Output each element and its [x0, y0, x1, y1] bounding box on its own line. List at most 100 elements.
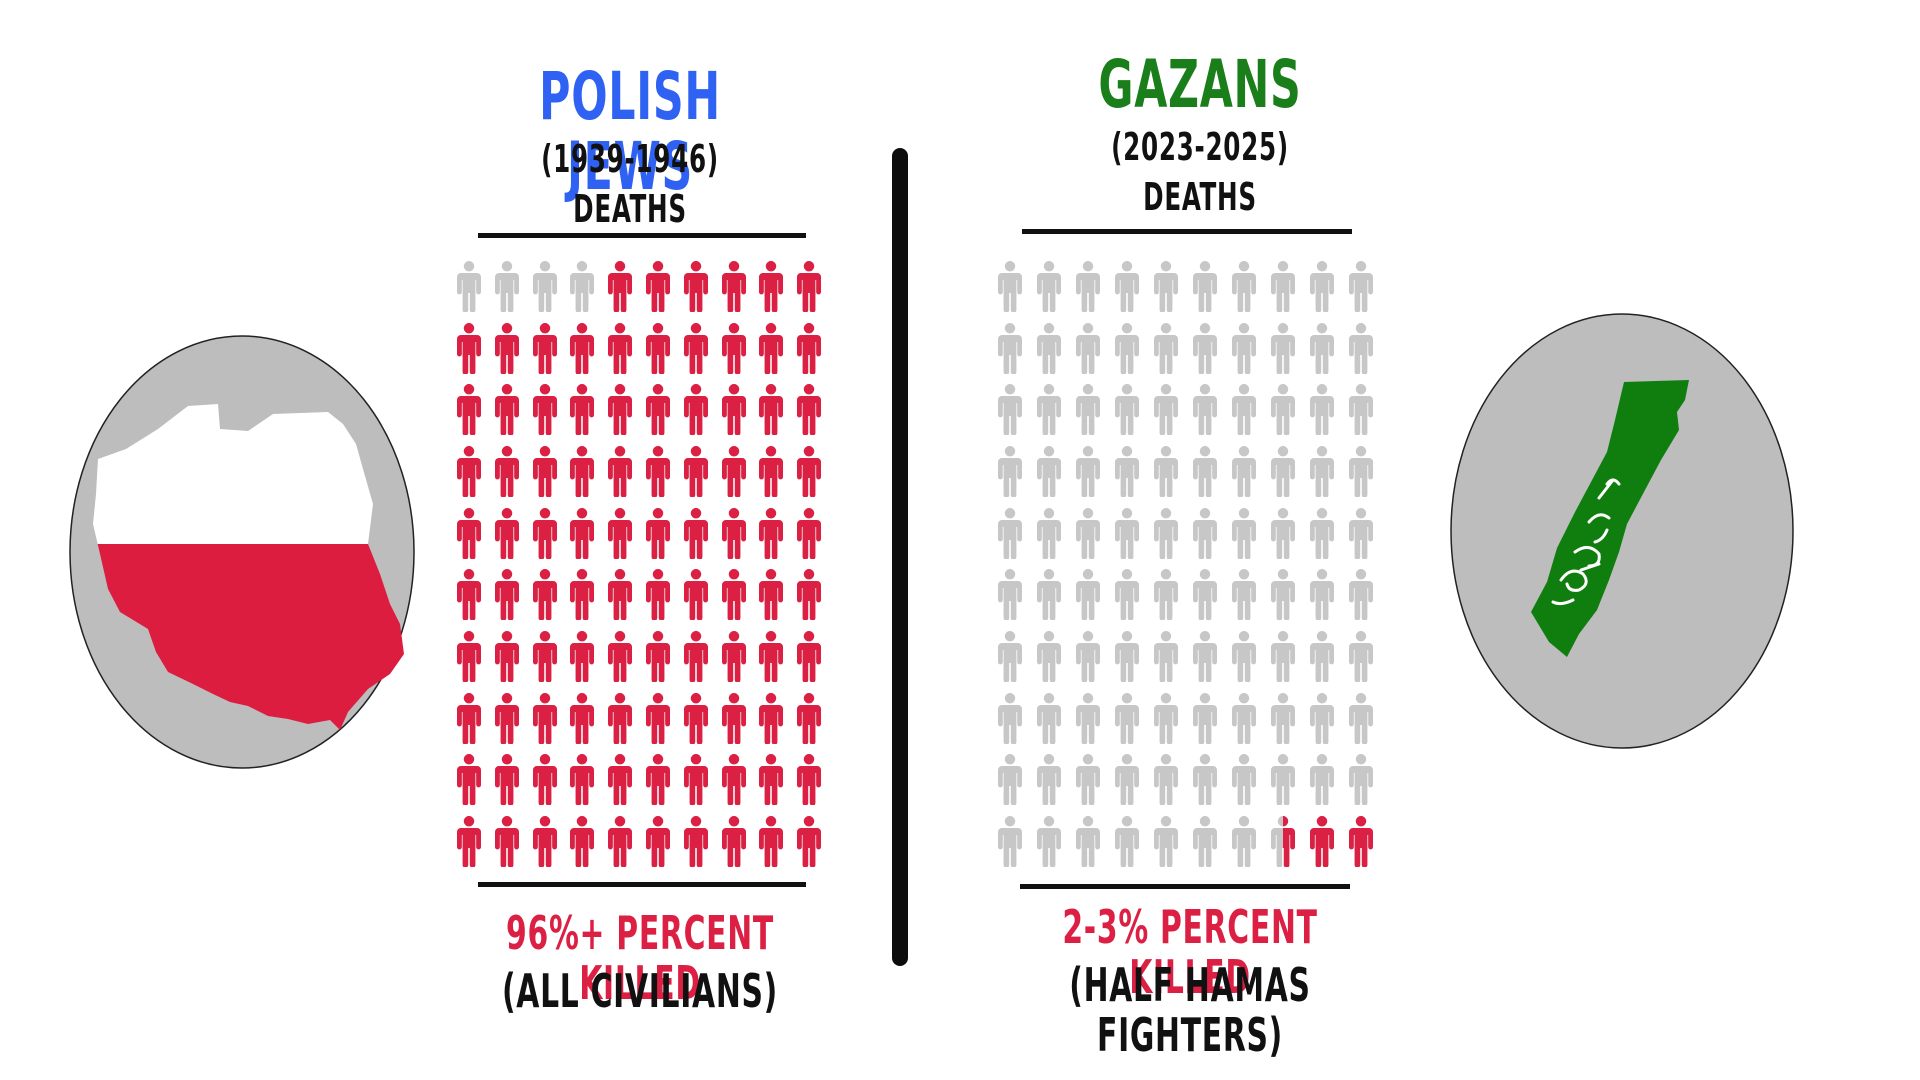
right-person-icon	[1308, 383, 1336, 439]
right-person-icon	[1152, 383, 1180, 439]
right-person-icon	[1113, 753, 1141, 809]
right-person-icon	[1074, 445, 1102, 501]
left-person-icon	[795, 322, 823, 378]
right-person-icon	[1191, 630, 1219, 686]
left-person-icon	[568, 815, 596, 871]
right-person-icon	[1230, 692, 1258, 748]
left-person-icon	[531, 630, 559, 686]
right-person-icon	[1074, 260, 1102, 316]
right-person-icon	[1230, 507, 1258, 563]
right-person-icon	[1152, 630, 1180, 686]
right-person-icon	[1035, 630, 1063, 686]
left-person-icon	[531, 753, 559, 809]
right-person-icon	[1152, 260, 1180, 316]
right-person-icon	[1308, 630, 1336, 686]
left-person-icon	[757, 322, 785, 378]
left-person-icon	[757, 815, 785, 871]
right-person-icon	[1113, 630, 1141, 686]
right-person-icon	[996, 753, 1024, 809]
right-caption-sub: (HALF HAMAS FIGHTERS)	[1069, 958, 1311, 1062]
right-person-icon	[1230, 445, 1258, 501]
left-person-icon	[531, 383, 559, 439]
left-bottom-rule	[478, 882, 806, 887]
right-years: (2023-2025)	[1111, 125, 1289, 169]
right-person-icon	[1308, 507, 1336, 563]
left-person-icon	[795, 815, 823, 871]
left-person-icon	[795, 568, 823, 624]
right-person-icon	[1074, 630, 1102, 686]
left-person-icon	[455, 568, 483, 624]
right-person-icon	[1269, 445, 1297, 501]
left-person-icon	[606, 692, 634, 748]
left-caption-sub: (ALL CIVILIANS)	[501, 964, 779, 1018]
right-person-icon	[1308, 260, 1336, 316]
left-person-icon	[682, 753, 710, 809]
right-person-icon	[1035, 753, 1063, 809]
right-person-icon	[1347, 753, 1375, 809]
right-person-icon	[1347, 507, 1375, 563]
right-person-icon	[1074, 692, 1102, 748]
left-person-icon	[757, 445, 785, 501]
right-person-icon	[1308, 753, 1336, 809]
left-person-icon	[720, 692, 748, 748]
right-person-icon	[1230, 568, 1258, 624]
left-person-icon	[568, 692, 596, 748]
left-person-icon	[795, 753, 823, 809]
right-person-icon	[1113, 260, 1141, 316]
poland-flag-map-icon	[68, 334, 416, 770]
right-person-icon	[1191, 568, 1219, 624]
left-person-icon	[644, 322, 672, 378]
left-person-icon	[682, 815, 710, 871]
right-person-icon	[1230, 630, 1258, 686]
left-person-icon	[531, 815, 559, 871]
left-person-icon	[606, 630, 634, 686]
right-person-icon	[996, 568, 1024, 624]
left-person-icon	[455, 383, 483, 439]
right-person-icon	[1035, 692, 1063, 748]
right-person-icon	[996, 383, 1024, 439]
right-person-icon	[1347, 260, 1375, 316]
left-person-icon	[531, 692, 559, 748]
right-person-icon	[1308, 815, 1336, 871]
right-person-icon	[1347, 630, 1375, 686]
left-person-icon	[795, 383, 823, 439]
left-person-icon	[757, 260, 785, 316]
left-person-icon	[682, 322, 710, 378]
left-person-icon	[531, 445, 559, 501]
left-person-icon	[455, 445, 483, 501]
right-person-icon	[996, 692, 1024, 748]
left-title: POLISH JEWS	[539, 58, 721, 205]
right-person-icon	[1269, 568, 1297, 624]
left-person-icon	[531, 568, 559, 624]
right-top-rule	[1022, 229, 1352, 234]
left-person-icon	[682, 630, 710, 686]
left-person-icon	[757, 507, 785, 563]
left-person-icon	[720, 507, 748, 563]
left-person-icon	[531, 322, 559, 378]
left-person-icon	[644, 383, 672, 439]
left-person-icon	[795, 507, 823, 563]
right-person-icon	[1113, 383, 1141, 439]
left-person-icon	[493, 692, 521, 748]
right-person-icon	[1347, 322, 1375, 378]
left-person-icon	[720, 322, 748, 378]
left-person-icon	[493, 815, 521, 871]
right-person-icon	[1035, 815, 1063, 871]
left-person-icon	[568, 322, 596, 378]
right-people-grid	[990, 255, 1380, 872]
left-person-icon	[493, 445, 521, 501]
left-person-icon	[644, 260, 672, 316]
left-person-icon	[455, 507, 483, 563]
left-person-icon	[568, 260, 596, 316]
right-person-icon	[1113, 568, 1141, 624]
left-person-icon	[568, 568, 596, 624]
right-person-icon	[1269, 260, 1297, 316]
left-person-icon	[757, 692, 785, 748]
left-person-icon	[682, 568, 710, 624]
right-person-icon	[1191, 445, 1219, 501]
right-person-icon	[1230, 383, 1258, 439]
right-person-icon	[1230, 815, 1258, 871]
left-person-icon	[606, 507, 634, 563]
right-person-icon	[1347, 692, 1375, 748]
left-person-icon	[606, 260, 634, 316]
